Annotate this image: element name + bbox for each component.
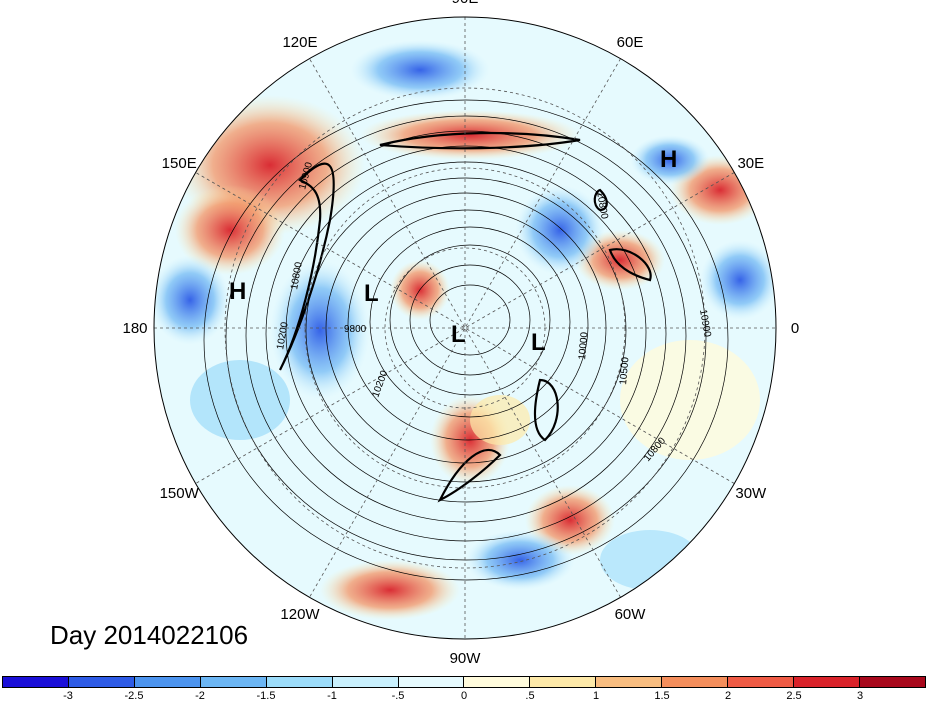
contour-label: 10500 [618, 356, 631, 385]
longitude-label: 60E [617, 34, 644, 51]
longitude-label: 0 [791, 320, 799, 337]
colorbar-tick-label: -.5 [391, 690, 405, 702]
colorbar-swatch [530, 677, 597, 687]
colorbar-swatch [398, 677, 465, 687]
colorbar-swatch [332, 677, 399, 687]
height-contours [203, 99, 729, 581]
high-pressure-label: H [229, 278, 246, 305]
colorbar-tick-label: -3 [63, 690, 73, 702]
colorbar-tick-label: -1.5 [256, 690, 276, 702]
contour-label: 10800 [289, 261, 305, 291]
colorbar-tick-label: -2 [195, 690, 205, 702]
colorbar-swatch [134, 677, 201, 687]
colorbar-swatch [596, 677, 663, 687]
colorbar-tick-label: .5 [525, 690, 535, 702]
longitude-label: 60W [615, 606, 647, 623]
colorbar-swatch [200, 677, 267, 687]
longitude-label: 120W [280, 606, 320, 623]
polar-map: 90E 60E 30E 0 30W 60W 90W 120W 150W 180 150E 120E H… [122, 0, 799, 667]
low-pressure-label: L [531, 329, 546, 356]
colorbar-tick-labels: -3 -2.5 -2 -1.5 -1 -.5 0 .5 1 1.5 2 2.5 3 [0, 690, 928, 702]
longitude-label: 150W [160, 485, 200, 502]
high-pressure-label: H [660, 146, 677, 173]
longitude-label: 120E [282, 34, 317, 51]
map-boundary [153, 16, 777, 640]
contour-label: 10900 [697, 309, 713, 339]
low-pressure-label: L [364, 280, 379, 307]
colorbar-swatch [728, 677, 795, 687]
longitude-label: 30E [737, 155, 764, 172]
graticule [154, 17, 776, 639]
longitude-label: 150E [162, 155, 197, 172]
contour-label: 10200 [275, 321, 291, 351]
low-pressure-label: L [451, 321, 466, 348]
colorbar-tick-label: 2 [724, 690, 732, 702]
colorbar-swatch [266, 677, 333, 687]
longitude-label: 180 [122, 320, 147, 337]
contour-label: 10000 [577, 331, 590, 360]
longitude-label: 90E [452, 0, 479, 7]
colorbar-swatch [794, 677, 860, 687]
colorbar-tick-label: 3 [856, 690, 864, 702]
longitude-labels: 90E 60E 30E 0 30W 60W 90W 120W 150W 180 150E 120E [122, 0, 799, 667]
colorbar-tick-label: -1 [327, 690, 337, 702]
colorbar-tick-label: 1 [592, 690, 600, 702]
colorbar-swatch [68, 677, 135, 687]
colorbar-swatch [464, 677, 531, 687]
colorbar-tick-label: 2.5 [786, 690, 802, 702]
contour-label: 9800 [344, 324, 367, 335]
jet-contours [279, 131, 652, 503]
colorbar [2, 676, 926, 688]
colorbar-swatch [662, 677, 729, 687]
colorbar-tick-label: -2.5 [124, 690, 144, 702]
longitude-label: 90W [450, 650, 482, 667]
colorbar-swatch [859, 677, 925, 687]
contour-label: 10800 [594, 191, 610, 221]
colorbar-tick-label: 1.5 [654, 690, 670, 702]
colorbar-swatch [3, 677, 69, 687]
colorbar-tick-label: 0 [460, 690, 468, 702]
date-label: Day 2014022106 [50, 620, 249, 650]
longitude-label: 30W [735, 485, 767, 502]
